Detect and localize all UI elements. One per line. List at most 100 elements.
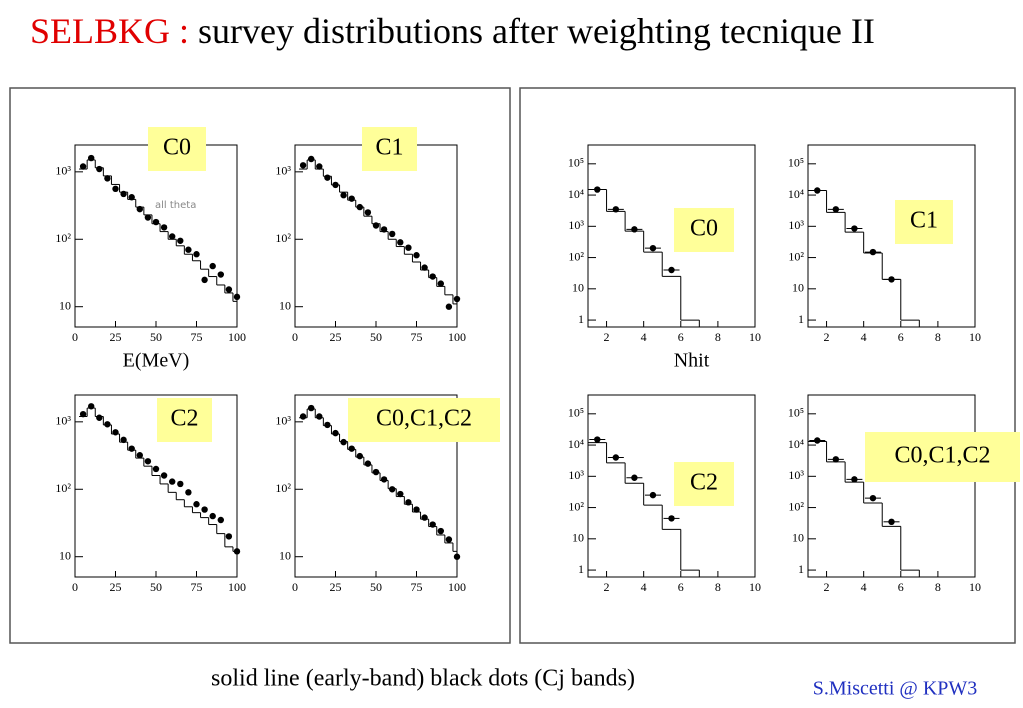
data-point xyxy=(104,421,111,428)
plot-frame xyxy=(74,394,238,578)
data-point xyxy=(299,413,307,420)
data-point xyxy=(128,445,135,452)
data-point xyxy=(88,154,95,162)
y-tick-label: 10³ xyxy=(568,468,584,482)
data-point xyxy=(177,237,184,244)
data-point xyxy=(380,226,388,233)
data-point xyxy=(356,203,363,211)
y-tick-label: 1 xyxy=(578,562,584,576)
data-point xyxy=(888,518,895,526)
x-tick-label: 6 xyxy=(678,330,684,344)
slide-title: SELBKG : survey distributions after weig… xyxy=(30,11,875,51)
x-tick-label: 4 xyxy=(641,330,647,344)
x-tick-label: 6 xyxy=(678,580,684,594)
chart-label-box xyxy=(148,127,206,171)
x-tick-label: 100 xyxy=(448,580,466,594)
data-point xyxy=(324,421,331,429)
plot-frame xyxy=(807,394,976,578)
data-point xyxy=(437,527,444,535)
y-tick-label: 10 xyxy=(59,548,71,562)
x-tick-label: 0 xyxy=(72,580,78,594)
y-tick-label: 10³ xyxy=(55,164,71,178)
chart-label-box xyxy=(674,462,734,506)
data-point xyxy=(128,194,135,201)
x-tick-label: 8 xyxy=(935,580,941,594)
x-tick-label: 75 xyxy=(411,580,423,594)
y-tick-label: 10⁴ xyxy=(788,437,804,451)
data-point xyxy=(169,478,176,485)
data-point xyxy=(869,248,877,256)
data-point xyxy=(217,516,224,524)
x-axis-label: E(MeV) xyxy=(123,350,190,372)
x-tick-label: 8 xyxy=(715,580,721,594)
plot-frame xyxy=(294,144,458,328)
y-tick-label: 10² xyxy=(788,249,804,263)
chart-title: C0,C1,C2 xyxy=(894,443,990,469)
data-point xyxy=(120,190,127,198)
data-point xyxy=(144,458,152,465)
data-point xyxy=(177,480,184,488)
data-point xyxy=(405,244,412,251)
x-tick-label: 50 xyxy=(150,580,162,594)
y-tick-label: 10³ xyxy=(275,414,291,428)
data-point xyxy=(612,454,620,461)
x-tick-label: 8 xyxy=(935,330,941,344)
data-point xyxy=(437,280,444,287)
x-tick-label: 100 xyxy=(228,580,246,594)
y-tick-label: 10² xyxy=(788,499,804,513)
data-point xyxy=(851,476,858,483)
data-point xyxy=(225,286,233,293)
x-axis-label: Nhit xyxy=(674,350,710,372)
data-point xyxy=(79,410,87,418)
x-tick-label: 10 xyxy=(749,330,761,344)
data-point xyxy=(356,452,363,460)
caption: solid line (early-band) black dots (Cj b… xyxy=(211,666,635,692)
y-tick-label: 10⁵ xyxy=(568,406,584,420)
data-point xyxy=(397,239,404,246)
data-point xyxy=(169,233,176,240)
chart-label-box xyxy=(895,200,953,244)
data-point xyxy=(332,181,339,189)
data-point xyxy=(120,436,127,444)
data-point xyxy=(348,445,355,452)
chart-title: C2 xyxy=(690,470,718,496)
data-point xyxy=(413,252,420,259)
y-tick-label: 10² xyxy=(568,249,584,263)
y-tick-label: 1 xyxy=(578,312,584,326)
y-tick-label: 10 xyxy=(792,531,804,545)
data-point xyxy=(217,271,224,278)
y-tick-label: 10⁴ xyxy=(568,187,584,201)
data-point xyxy=(299,162,307,169)
data-point xyxy=(152,465,160,473)
data-point xyxy=(869,494,877,502)
y-tick-label: 10 xyxy=(279,298,291,312)
y-tick-label: 10 xyxy=(572,531,584,545)
right-panel xyxy=(519,87,1016,644)
x-tick-label: 75 xyxy=(411,330,423,344)
data-point xyxy=(144,214,152,221)
title-prefix: SELBKG : xyxy=(30,11,189,51)
y-tick-label: 10³ xyxy=(788,468,804,482)
x-tick-label: 6 xyxy=(898,330,904,344)
data-point xyxy=(233,548,241,555)
x-tick-label: 8 xyxy=(715,330,721,344)
x-tick-label: 10 xyxy=(969,580,981,594)
chart-label-box xyxy=(674,208,734,252)
data-point xyxy=(340,192,347,199)
data-point xyxy=(453,553,461,560)
data-point xyxy=(405,499,412,506)
data-point xyxy=(185,489,192,496)
data-point xyxy=(79,163,87,170)
data-point xyxy=(348,195,355,202)
data-point xyxy=(631,226,638,233)
x-tick-label: 25 xyxy=(330,580,342,594)
x-tick-label: 25 xyxy=(110,330,122,344)
plot-frame xyxy=(74,144,238,328)
x-tick-label: 50 xyxy=(370,580,382,594)
data-point xyxy=(308,155,315,163)
x-tick-label: 2 xyxy=(604,330,610,344)
y-tick-label: 10⁵ xyxy=(788,156,804,170)
data-point xyxy=(185,246,192,253)
data-point xyxy=(453,295,461,303)
x-tick-label: 10 xyxy=(969,330,981,344)
